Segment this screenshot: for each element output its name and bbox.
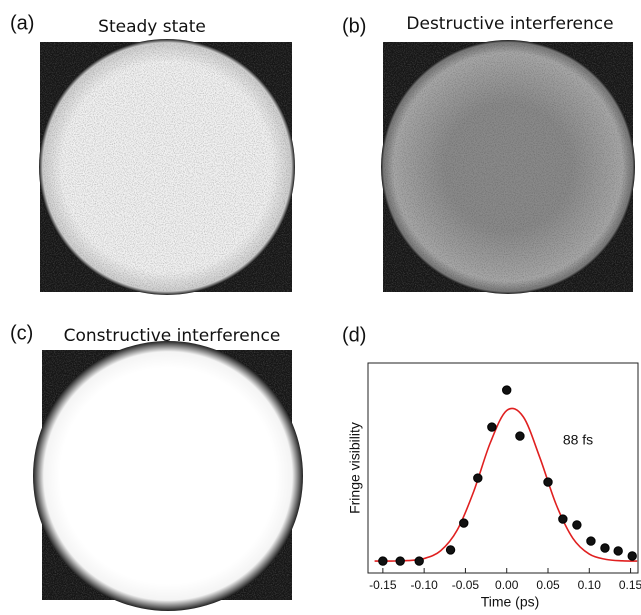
panel-label: (a)	[10, 12, 34, 34]
data-point	[502, 385, 512, 395]
data-point	[572, 520, 582, 530]
data-point	[543, 477, 553, 487]
image-spot	[33, 341, 303, 611]
image-speckle	[43, 43, 291, 291]
x-tick-label: -0.15	[369, 578, 397, 592]
x-tick-label: 0.15	[619, 578, 641, 592]
x-tick-label: 0.05	[536, 578, 560, 592]
data-point	[414, 556, 424, 566]
panel-label: (b)	[342, 15, 366, 37]
data-point	[600, 543, 610, 553]
x-tick-label: -0.05	[452, 578, 480, 592]
panel-label: (d)	[342, 324, 366, 346]
x-axis-label: Time (ps)	[481, 594, 540, 610]
data-point	[395, 556, 405, 566]
data-point	[487, 422, 497, 432]
plot-frame	[367, 362, 639, 574]
panel-d: (d) Time (ps) Fringe visibility 88 fs -0…	[342, 324, 641, 609]
x-tick-label: -0.10	[410, 578, 438, 592]
panel-title: Steady state	[98, 17, 206, 37]
panel-label: (c)	[10, 322, 33, 344]
panel-title: Destructive interference	[406, 14, 613, 34]
fit-line	[374, 407, 638, 562]
data-point	[558, 514, 568, 524]
x-tick-label: 0.00	[495, 578, 519, 592]
panel-title: Constructive interference	[64, 326, 281, 346]
data-point	[378, 556, 388, 566]
data-point	[627, 551, 637, 561]
data-point	[515, 431, 525, 441]
panel-a: (a) Steady state	[10, 12, 295, 295]
data-point	[586, 536, 596, 546]
data-point	[459, 518, 469, 528]
panel-c: (c) Constructive interference	[10, 322, 303, 611]
y-axis-label: Fringe visibility	[347, 422, 363, 514]
data-point	[613, 546, 623, 556]
annotation: 88 fs	[563, 432, 593, 448]
x-tick-label: 0.10	[578, 578, 602, 592]
image-speckle	[384, 43, 632, 291]
data-point	[473, 473, 483, 483]
panel-b: (b) Destructive interference	[342, 14, 635, 294]
data-point	[445, 545, 456, 555]
